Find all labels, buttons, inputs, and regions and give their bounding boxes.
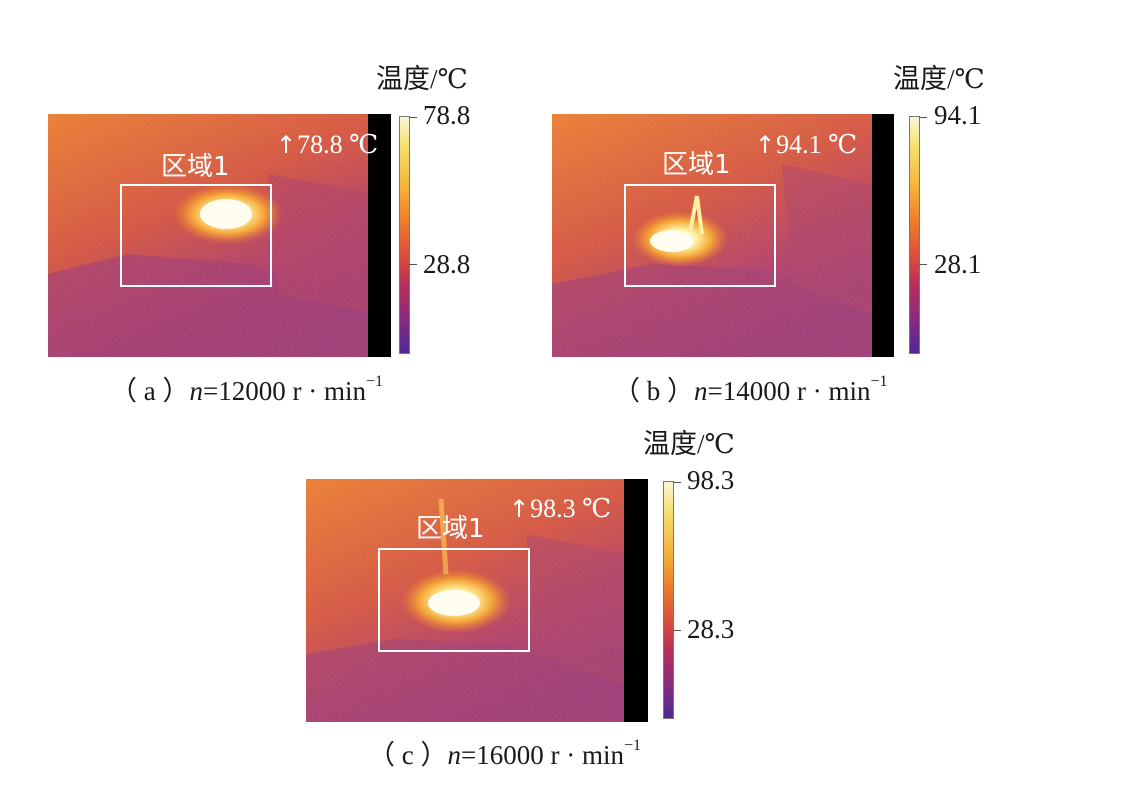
colorbar-mid-label: 28.1 <box>934 249 982 279</box>
colorbar-max-label: 94.1 <box>934 100 982 130</box>
caption: （ b ）n=14000 r · min−1 <box>613 373 888 406</box>
thermal-image-a: 区域1 ↑78.8 ℃ <box>48 114 391 357</box>
up-arrow-icon: ↑ <box>276 131 297 159</box>
black-strip <box>872 114 894 357</box>
colorbar-max-label: 78.8 <box>423 100 471 130</box>
thermal-texture <box>306 479 648 722</box>
thermal-texture <box>552 114 894 357</box>
colorbar-title: 温度/℃ <box>893 64 985 94</box>
region-box <box>624 184 776 287</box>
caption: （ a ）n=12000 r · min−1 <box>110 373 383 406</box>
max-temp-readout: ↑94.1 ℃ <box>755 130 858 159</box>
thermal-image-b: 区域1 ↑94.1 ℃ <box>552 114 894 357</box>
colorbar-max-label: 98.3 <box>687 465 735 495</box>
region-box <box>378 548 530 652</box>
black-strip <box>624 479 648 722</box>
colorbar-title: 温度/℃ <box>376 64 468 94</box>
max-temp-readout: ↑78.8 ℃ <box>276 130 379 159</box>
region-label: 区域1 <box>161 152 230 182</box>
black-strip <box>368 114 391 357</box>
thermal-image-c: 区域1 ↑98.3 ℃ <box>306 479 648 722</box>
colorbar-tick <box>673 630 681 631</box>
thermal-texture <box>48 114 391 357</box>
colorbar-tick <box>673 482 681 483</box>
colorbar-tick <box>409 117 417 118</box>
colorbar <box>909 116 920 354</box>
colorbar-mid-label: 28.3 <box>687 614 735 644</box>
colorbar <box>399 116 410 354</box>
colorbar <box>663 481 674 719</box>
up-arrow-icon: ↑ <box>509 495 530 523</box>
colorbar-mid-label: 28.8 <box>423 249 471 279</box>
colorbar-tick <box>919 117 927 118</box>
colorbar-tick <box>919 264 927 265</box>
region-label: 区域1 <box>416 514 485 544</box>
colorbar-tick <box>409 264 417 265</box>
caption: （ c ）n=16000 r · min−1 <box>368 737 641 770</box>
max-temp-readout: ↑98.3 ℃ <box>509 494 612 523</box>
region-box <box>120 184 272 287</box>
region-label: 区域1 <box>662 150 731 180</box>
up-arrow-icon: ↑ <box>755 131 776 159</box>
colorbar-title: 温度/℃ <box>643 429 735 459</box>
